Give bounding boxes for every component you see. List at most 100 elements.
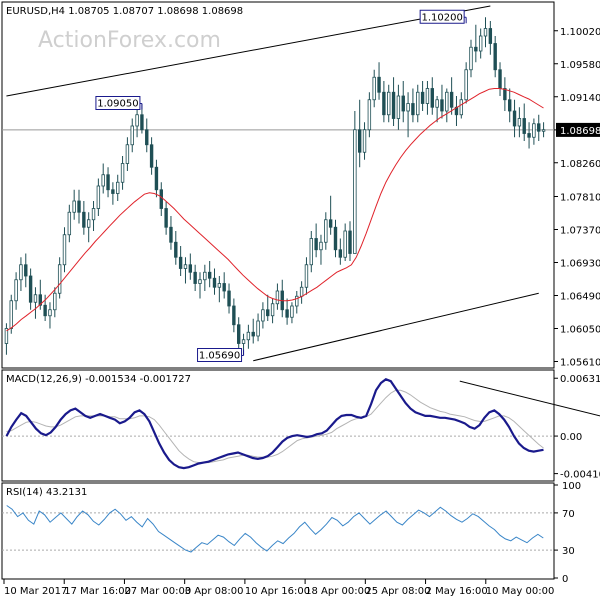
candle bbox=[425, 81, 430, 115]
candle-body bbox=[53, 292, 57, 311]
candle bbox=[328, 195, 333, 235]
time-tick-label: 17 Mar 16:00 bbox=[64, 586, 131, 597]
rsi-tick-label: 30 bbox=[562, 546, 575, 557]
candle bbox=[445, 88, 449, 123]
candle bbox=[474, 24, 478, 63]
annotation-box bbox=[419, 9, 465, 24]
candle bbox=[217, 276, 222, 303]
macd-tick-label: 0.00 bbox=[560, 432, 582, 443]
price-panel: ActionForex.com 1.09050 1.10200 1.05690 EU… bbox=[1, 1, 555, 369]
candle bbox=[111, 182, 115, 205]
candle bbox=[382, 81, 386, 123]
candle-body bbox=[377, 76, 381, 93]
time-tick-label: 27 Mar 00:00 bbox=[124, 586, 191, 597]
candle bbox=[532, 118, 536, 145]
candle-body bbox=[445, 91, 449, 112]
candle bbox=[101, 163, 105, 194]
candle-body bbox=[338, 249, 343, 258]
price-annotations: 1.09050 1.10200 1.05690 bbox=[95, 9, 467, 362]
candle bbox=[9, 294, 13, 334]
price-tick-label: 1.05610 bbox=[560, 358, 600, 369]
candle bbox=[159, 182, 163, 216]
candle-body bbox=[503, 88, 507, 101]
candle-body bbox=[188, 264, 193, 273]
candle-body bbox=[193, 271, 197, 284]
price-tick-label: 1.07810 bbox=[560, 193, 600, 204]
candle-body bbox=[33, 294, 38, 303]
candle-body bbox=[159, 189, 163, 209]
candle bbox=[527, 122, 531, 149]
candle-body bbox=[541, 129, 546, 132]
candle-body bbox=[411, 103, 415, 116]
candle bbox=[116, 174, 120, 201]
candle-body bbox=[353, 129, 357, 254]
candle bbox=[464, 62, 468, 104]
rsi-panel: RSI(14) 43.2131 bbox=[1, 482, 555, 580]
candle bbox=[512, 99, 517, 138]
candle-body bbox=[391, 91, 396, 119]
price-panel-border bbox=[1, 1, 555, 369]
candle bbox=[164, 201, 168, 235]
candle bbox=[33, 287, 38, 319]
candle bbox=[353, 111, 357, 254]
candle-body bbox=[178, 256, 183, 269]
candle-body bbox=[435, 99, 439, 108]
candle bbox=[406, 92, 410, 138]
candle-body bbox=[38, 294, 42, 306]
candle-body bbox=[43, 304, 47, 317]
candle bbox=[261, 302, 265, 329]
annotation-box bbox=[95, 96, 141, 110]
price-tick-label: 1.08260 bbox=[560, 159, 600, 170]
candle bbox=[53, 287, 57, 318]
candle bbox=[130, 118, 134, 153]
candle bbox=[387, 84, 391, 123]
candle bbox=[275, 283, 280, 310]
candle bbox=[367, 92, 372, 138]
candle bbox=[449, 77, 454, 115]
candle bbox=[522, 103, 526, 141]
price-axis: 1.10020 1.09580 1.09140 1.08698 1.08260 1.078… bbox=[554, 27, 600, 369]
candle bbox=[256, 313, 260, 342]
price-tick-label: 1.09580 bbox=[560, 60, 600, 71]
candle-body bbox=[459, 99, 464, 116]
candle-body bbox=[425, 88, 430, 104]
candle bbox=[362, 122, 367, 160]
candle-body bbox=[304, 264, 309, 288]
candle bbox=[319, 234, 323, 265]
candle bbox=[145, 118, 149, 153]
candle-body bbox=[508, 99, 512, 112]
candle-body bbox=[401, 95, 405, 112]
candle-body bbox=[9, 300, 13, 329]
candle bbox=[24, 253, 28, 288]
candle bbox=[4, 323, 9, 355]
candle bbox=[174, 231, 178, 265]
candle-body bbox=[464, 69, 468, 101]
candle bbox=[333, 219, 338, 258]
price-trendline bbox=[6, 5, 491, 97]
candle-body bbox=[387, 91, 391, 116]
candle-body bbox=[77, 200, 81, 213]
annotation-label: 1.09050 bbox=[97, 99, 138, 110]
candle-body bbox=[169, 226, 173, 243]
watermark: ActionForex.com bbox=[38, 28, 221, 53]
candle-body bbox=[493, 43, 497, 71]
candle-body bbox=[527, 133, 531, 138]
price-tick-label: 1.08698 bbox=[560, 126, 600, 137]
candle-body bbox=[19, 264, 23, 281]
candle-body bbox=[333, 226, 338, 251]
candle bbox=[207, 261, 212, 288]
candle-body bbox=[28, 275, 33, 303]
candle-body bbox=[149, 144, 154, 168]
candle-body bbox=[125, 144, 130, 164]
candle bbox=[91, 201, 96, 231]
macd-axis: 0.006319 0.00 -0.004102 bbox=[554, 374, 600, 481]
time-tick-label: 10 Mar 2017 bbox=[4, 586, 67, 597]
candle-body bbox=[343, 230, 347, 258]
candle bbox=[309, 231, 313, 273]
current-price-badge bbox=[556, 122, 600, 137]
candle bbox=[120, 156, 125, 190]
candle bbox=[285, 298, 289, 325]
candle-body bbox=[512, 110, 517, 127]
